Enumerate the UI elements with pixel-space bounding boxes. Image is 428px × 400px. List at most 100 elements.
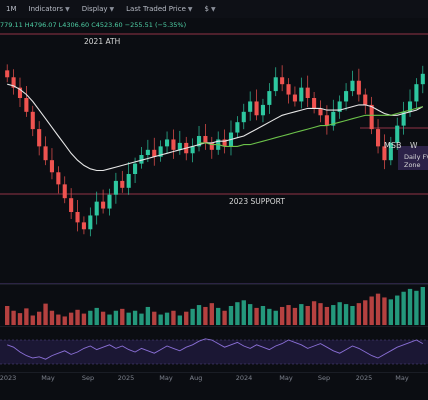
candle-body xyxy=(318,108,323,116)
pane-divider xyxy=(0,372,428,373)
ma-white-line xyxy=(7,83,424,172)
volume-bar xyxy=(62,316,67,325)
volume-bar xyxy=(363,300,368,325)
candle-body xyxy=(43,146,48,161)
candle-body xyxy=(344,91,349,102)
volume-bar xyxy=(260,306,266,325)
w-label: W xyxy=(410,141,418,150)
volume-bar xyxy=(254,307,259,325)
rsi-band xyxy=(0,340,428,364)
candle-body xyxy=(260,104,266,116)
chevron-down-icon: ▼ xyxy=(210,5,216,13)
volume-bar xyxy=(43,303,48,325)
price-type-menu[interactable]: Last Traded Price ▼ xyxy=(126,5,192,13)
ohlc-readout: 779.11 H4796.07 L4306.60 C4523.60 −255.5… xyxy=(0,21,187,29)
currency-label: $ xyxy=(204,5,209,13)
x-tick-label: 2024 xyxy=(236,374,253,382)
candle-body xyxy=(75,212,80,223)
x-axis: 2023 May Sep 2025 May Aug 2024 May Sep 2025 May xyxy=(0,374,409,382)
volume-bar xyxy=(356,303,362,325)
candle-body xyxy=(24,98,29,112)
volume-bar xyxy=(120,308,125,325)
currency-menu[interactable]: $ ▼ xyxy=(205,5,216,13)
volume-bar xyxy=(286,305,291,325)
volume-bar xyxy=(139,313,144,325)
volume-bar xyxy=(177,315,183,325)
interval-selector[interactable]: 1M xyxy=(6,5,17,13)
volume-bar xyxy=(407,288,413,325)
candle-body xyxy=(350,80,355,92)
volume-bar xyxy=(184,311,189,325)
x-tick-label: 2023 xyxy=(0,374,16,382)
volume-bar xyxy=(375,293,381,325)
volume-bar xyxy=(68,312,74,325)
candle-body xyxy=(62,184,67,199)
volume-bar xyxy=(420,287,425,325)
volume-bar xyxy=(75,309,80,325)
candle-body xyxy=(49,160,55,173)
candle-body xyxy=(120,180,125,188)
candle-body xyxy=(196,136,202,147)
x-tick-label: Sep xyxy=(82,374,94,382)
volume-bar xyxy=(337,302,342,325)
volume-bar xyxy=(292,307,298,325)
candle-body xyxy=(113,180,118,195)
candle-body xyxy=(133,163,138,174)
candle-body xyxy=(407,101,413,112)
volume-bar xyxy=(17,313,23,325)
volume-bar xyxy=(216,307,221,325)
candle-body xyxy=(401,111,406,126)
chevron-down-icon: ▼ xyxy=(187,5,193,13)
volume-bar xyxy=(171,310,176,325)
candle-body xyxy=(382,146,387,161)
candle-body xyxy=(158,146,163,157)
volume-bar xyxy=(247,304,253,325)
candle-body xyxy=(248,101,253,112)
candle-body xyxy=(56,172,61,185)
volume-bar xyxy=(88,310,93,325)
volume-bar xyxy=(318,303,323,325)
volume-bar xyxy=(190,308,195,325)
candle-body xyxy=(11,77,16,88)
volume-bar xyxy=(49,310,55,325)
x-tick-label: May xyxy=(279,374,293,382)
ma-green-line xyxy=(199,106,423,147)
volume-bar xyxy=(414,290,419,325)
candle-body xyxy=(177,142,182,150)
indicators-menu[interactable]: Indicators ▼ xyxy=(29,5,70,13)
candle-body xyxy=(241,111,246,123)
volume-bar xyxy=(126,312,131,325)
rsi-line xyxy=(7,338,424,360)
volume-bar xyxy=(36,311,42,325)
candle-body xyxy=(280,77,285,85)
candle-body xyxy=(363,94,368,105)
volume-bar xyxy=(56,314,61,325)
fvg-label-line2: Zone xyxy=(404,161,421,169)
display-menu[interactable]: Display ▼ xyxy=(82,5,114,13)
volume-bar xyxy=(24,308,29,325)
volume-bar xyxy=(152,311,157,325)
candle-body xyxy=(17,87,23,98)
candle-body xyxy=(254,101,259,116)
candle-body xyxy=(420,73,425,85)
volume-bar xyxy=(235,302,240,325)
indicators-label: Indicators xyxy=(28,5,64,13)
moving-averages xyxy=(7,83,424,172)
volume-bar xyxy=(305,306,310,325)
volume-bar xyxy=(209,303,214,325)
volume-bar xyxy=(164,312,170,325)
msb-label: MSB xyxy=(384,141,401,150)
candle-body xyxy=(222,139,227,147)
volume-bar xyxy=(324,306,330,325)
volume-bar xyxy=(11,310,16,325)
volume-bar xyxy=(81,313,87,325)
candle-body xyxy=(273,77,278,92)
candle-body xyxy=(152,149,157,157)
candle-body xyxy=(107,194,112,209)
candle-body xyxy=(305,87,310,98)
chevron-down-icon: ▼ xyxy=(65,5,70,13)
volume-bar xyxy=(30,315,35,325)
volume-bar xyxy=(369,296,374,325)
